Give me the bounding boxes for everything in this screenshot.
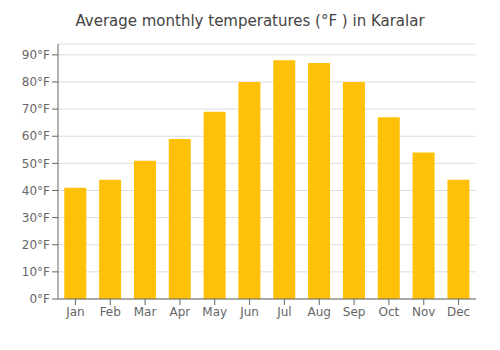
svg-text:10°F: 10°F <box>22 265 50 279</box>
svg-text:May: May <box>202 305 227 319</box>
svg-text:70°F: 70°F <box>22 102 50 116</box>
svg-text:Mar: Mar <box>134 305 157 319</box>
svg-text:20°F: 20°F <box>22 238 50 252</box>
svg-text:Apr: Apr <box>170 305 191 319</box>
html-text:Average monthly temperatures (: Average monthly temperatures (°F ) in Ka… <box>75 12 425 30</box>
svg-text:0°F: 0°F <box>29 292 50 306</box>
svg-text:90°F: 90°F <box>22 48 50 62</box>
svg-text:30°F: 30°F <box>22 211 50 225</box>
svg-text:Sep: Sep <box>343 305 366 319</box>
svg-text:Aug: Aug <box>308 305 331 319</box>
svg-text:Nov: Nov <box>412 305 435 319</box>
svg-text:Jan: Jan <box>65 305 85 319</box>
svg-text:Oct: Oct <box>379 305 400 319</box>
svg-text:Jul: Jul <box>276 305 291 319</box>
svg-text:40°F: 40°F <box>22 184 50 198</box>
svg-text:80°F: 80°F <box>22 75 50 89</box>
svg-text:Feb: Feb <box>100 305 121 319</box>
svg-text:60°F: 60°F <box>22 129 50 143</box>
svg-text:50°F: 50°F <box>22 157 50 171</box>
svg-text:Dec: Dec <box>447 305 470 319</box>
svg-text:Jun: Jun <box>239 305 259 319</box>
